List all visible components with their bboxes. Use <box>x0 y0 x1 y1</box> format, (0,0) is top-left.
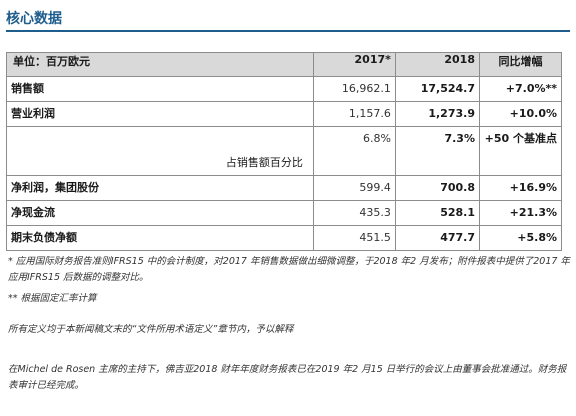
page-title: 核心数据 <box>6 11 62 27</box>
table-row: 销售额 16,962.1 17,524.7 +7.0%** <box>6 76 563 102</box>
cash-flow-change: +21.3% <box>478 200 563 226</box>
approval-note: 在Michel de Rosen 主席的主持下，佛吉亚2018 财年年度财务报表… <box>8 364 567 391</box>
table-row: 净现金流 435.3 528.1 +21.3% <box>6 200 563 226</box>
margin-change: +50 个基准点 <box>478 126 563 176</box>
header-change: 同比增幅 <box>478 52 563 77</box>
key-figures-table: 单位：百万欧元 2017* 2018 同比增幅 销售额 16,962.1 17,… <box>6 52 563 251</box>
row-label-sales: 销售额 <box>6 76 314 102</box>
table-row: 营业利润 1,157.6 1,273.9 +10.0% <box>6 101 563 127</box>
title-divider <box>6 30 570 32</box>
op-profit-2017: 1,157.6 <box>312 101 396 127</box>
margin-label: 占销售额百分比 <box>225 156 303 169</box>
header-2018: 2018 <box>394 52 480 77</box>
row-label-cash-flow: 净现金流 <box>6 200 314 226</box>
net-profit-change: +16.9% <box>478 175 563 201</box>
net-profit-2017: 599.4 <box>312 175 396 201</box>
footnote-constant-fx: ** 根据固定汇率计算 <box>8 293 97 304</box>
cash-flow-2017: 435.3 <box>312 200 396 226</box>
net-debt-2018: 477.7 <box>394 225 480 251</box>
net-debt-change: +5.8% <box>478 225 563 251</box>
header-2017: 2017* <box>312 52 396 77</box>
header-unit: 单位：百万欧元 <box>6 52 314 77</box>
sales-2017: 16,962.1 <box>312 76 396 102</box>
op-profit-2018: 1,273.9 <box>394 101 480 127</box>
footnote-ifrs15: * 应用国际财务报告准则IFRS15 中的会计制度，对2017 年销售数据做出细… <box>8 256 570 283</box>
margin-2018: 7.3% <box>394 126 480 176</box>
net-profit-2018: 700.8 <box>394 175 480 201</box>
net-debt-2017: 451.5 <box>312 225 396 251</box>
sales-change: +7.0%** <box>478 76 563 102</box>
table-row: 期末负债净额 451.5 477.7 +5.8% <box>6 225 563 251</box>
row-label-net-profit: 净利润，集团股份 <box>6 175 314 201</box>
sales-2018: 17,524.7 <box>394 76 480 102</box>
row-label-op-profit: 营业利润 <box>6 101 314 127</box>
table-row: 占销售额百分比 6.8% 7.3% +50 个基准点 <box>6 126 563 176</box>
definitions-note: 所有定义均于本新闻稿文末的“文件所用术语定义”章节内，予以解释 <box>8 324 294 335</box>
row-label-net-debt: 期末负债净额 <box>6 225 314 251</box>
op-profit-change: +10.0% <box>478 101 563 127</box>
table-header-row: 单位：百万欧元 2017* 2018 同比增幅 <box>6 52 563 77</box>
table-row: 净利润，集团股份 599.4 700.8 +16.9% <box>6 175 563 201</box>
margin-2017: 6.8% <box>312 126 396 176</box>
cash-flow-2018: 528.1 <box>394 200 480 226</box>
